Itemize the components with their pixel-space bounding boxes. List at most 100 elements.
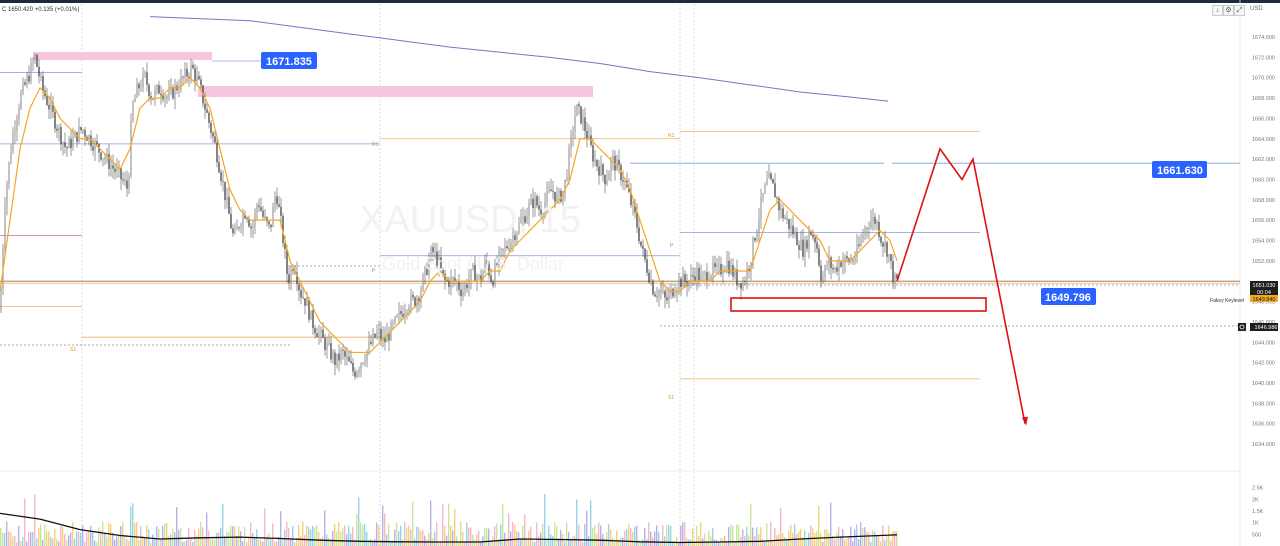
candle-body [376,331,378,338]
forecast-path [896,147,1026,424]
candle-body [518,222,520,233]
candle-body [614,155,616,171]
download-icon[interactable]: ↓ [1212,5,1223,16]
volume-bar [750,503,752,546]
candle-body [412,295,414,298]
candle-body [794,232,796,235]
volume-bar [390,542,392,546]
ohlc-readout: C 1650.420 +0.135 (+0.01%) [2,7,80,13]
volume-bar [122,522,124,546]
volume-bar [474,539,476,546]
volume-bar [386,534,388,546]
volume-bar [644,527,646,546]
price-tick: 1672.000 [1252,55,1275,61]
candle-body [710,275,712,279]
candle-body [338,353,340,361]
volume-bar [406,527,408,546]
candle-body [194,68,196,81]
candle-body [546,191,548,202]
candle-body [4,206,6,249]
candle-body [558,190,560,194]
volume-bar [420,531,422,546]
price-tick: 1668.000 [1252,96,1275,102]
candle-body [160,93,162,96]
candle-body [108,153,110,170]
candle-body [574,116,576,133]
volume-bar [182,541,184,546]
volume-bar [880,541,882,546]
candle-body [138,83,140,89]
volume-bar [542,523,544,546]
volume-bar [440,541,442,546]
candle-body [784,218,786,219]
volume-bar [622,537,624,546]
volume-bar [460,521,462,546]
candle-body [256,205,258,213]
volume-bar [308,526,310,546]
candle-body [556,193,558,202]
countdown-text: 00:04 [1257,290,1271,296]
volume-bar [290,538,292,546]
volume-bar [576,499,578,546]
volume-bar [822,541,824,546]
candle-body [754,237,756,241]
settings-icon[interactable]: ⚙ [1223,5,1234,16]
candle-body [572,132,574,136]
volume-bar [448,503,450,546]
candle-body [132,101,134,121]
volume-bar [358,497,360,546]
candle-body [796,232,798,246]
volume-bar [762,539,764,546]
volume-bar [28,532,30,546]
volume-bar [626,529,628,546]
candle-body [130,120,132,177]
label-mid: 1661.630 [1152,161,1207,178]
candle-body [382,336,384,340]
price-tick: 1664.000 [1252,137,1275,143]
candle-body [828,257,830,266]
volume-bar [54,528,56,546]
candle-body [248,219,250,227]
candle-body [736,269,738,286]
volume-bar [320,538,322,546]
candle-body [526,215,528,223]
volume-bar [86,532,88,546]
candle-body [646,259,648,273]
candle-body [102,158,104,160]
candle-body [446,279,448,281]
volume-bar [292,525,294,546]
volume-bar [450,525,452,546]
candle-body [644,248,646,260]
volume-bar [650,531,652,546]
volume-bar [764,541,766,546]
volume-bar [806,538,808,546]
candle-body [758,218,760,231]
candle-body [212,132,214,137]
candle-body [658,291,660,297]
volume-bar [554,522,556,546]
candle-body [744,280,746,282]
candle-body [588,135,590,140]
fullscreen-icon[interactable]: ⤢ [1234,5,1245,16]
candle-body [246,218,248,220]
candle-body [346,356,348,358]
volume-bar [302,521,304,546]
candle-body [20,92,22,109]
candle-body [696,267,698,281]
volume-bar [228,531,230,546]
volume-bar [700,522,702,546]
volume-bar [254,538,256,546]
candle-body [146,72,148,85]
candle-body [380,329,382,340]
volume-bar [876,535,878,546]
volume-bar [70,532,72,546]
volume-bar [640,540,642,546]
volume-bar [704,533,706,546]
candle-body [662,291,664,292]
volume-bar [162,525,164,546]
candle-body [418,298,420,302]
candle-body [838,262,840,272]
volume-bar [126,539,128,546]
candle-body [112,165,114,169]
